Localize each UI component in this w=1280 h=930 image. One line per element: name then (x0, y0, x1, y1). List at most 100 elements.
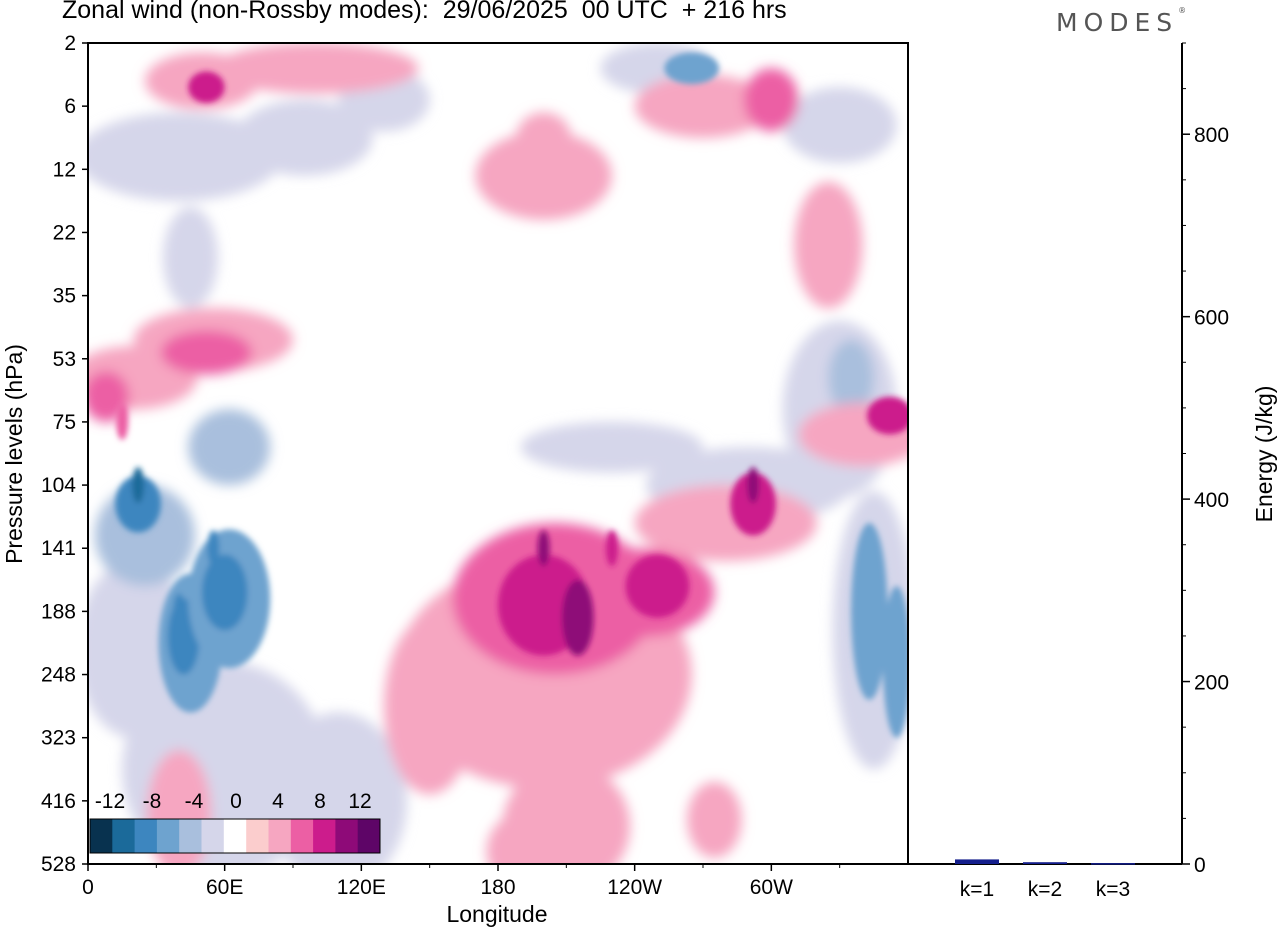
westerly-wind-blob (561, 579, 594, 656)
easterly-wind-blob (163, 207, 218, 309)
logo-text: MODES (1056, 8, 1179, 37)
colorbar-frame (89, 818, 381, 854)
pressure-tick-label: 35 (53, 285, 76, 308)
energy-panel: k=1 k=2 k=3 0 200 400 600 800 Energy (J/kg) (908, 42, 1277, 901)
westerly-wind-blob (516, 112, 571, 163)
pressure-tick-label: 188 (41, 600, 76, 623)
westerly-wind-blob (384, 617, 476, 795)
westerly-core (605, 530, 618, 567)
pressure-axis: 2 6 12 22 35 53 75 104 141 188 248 323 416 528 (41, 32, 88, 876)
westerly-wind-blob (634, 485, 817, 561)
westerly-wind-blob (687, 781, 742, 858)
energy-tick-label: 400 (1194, 489, 1229, 512)
colorbar-label: -4 (185, 790, 204, 813)
easterly-wind-blob (782, 87, 897, 163)
westerly-wind-blob (160, 330, 252, 375)
westerly-wind-blob (744, 68, 799, 132)
easterly-core (173, 593, 186, 630)
pressure-tick-label: 248 (41, 664, 76, 687)
longitude-axis: 0 60E 120E 180 120W 60W (82, 864, 841, 899)
westerly-wind-blob (794, 181, 863, 309)
colorbar-swatch (268, 819, 292, 853)
westerly-wind-blob (486, 813, 555, 864)
colorbar-swatch (156, 819, 180, 853)
colorbar-swatch (357, 819, 381, 853)
easterly-wind-blob (88, 112, 282, 201)
westerly-wind-blob (147, 750, 211, 864)
westerly-wind-blob (475, 131, 612, 220)
colorbar-swatch (201, 819, 225, 853)
westerly-core (116, 403, 129, 440)
easterly-wind-blob (664, 52, 719, 85)
energy-tick-label: 0 (1194, 854, 1206, 877)
pressure-tick-label: 416 (41, 790, 76, 813)
colorbar-swatch (223, 819, 247, 853)
easterly-wind-blob (115, 475, 161, 533)
pressure-tick-label: 12 (53, 158, 76, 181)
westerly-wind-blob (867, 396, 908, 435)
easterly-core (132, 467, 145, 504)
colorbar-swatch (335, 819, 359, 853)
energy-tick-label: 200 (1194, 672, 1229, 695)
easterly-wind-blob (270, 712, 407, 864)
longitude-tick-label: 60W (750, 876, 793, 899)
easterly-core (207, 530, 220, 567)
pressure-tick-label: 323 (41, 727, 76, 750)
energy-category-label: k=3 (1096, 878, 1130, 901)
colorbar (89, 818, 381, 854)
colorbar-label: 4 (272, 790, 284, 813)
heatmap-panel: 2 6 12 22 35 53 75 104 141 188 248 323 416 528 0 60E 12… (1, 32, 909, 927)
energy-category-label: k=2 (1028, 878, 1062, 901)
energy-category-label: k=1 (960, 878, 994, 901)
pressure-tick-label: 53 (53, 348, 76, 371)
colorbar-label: -12 (95, 790, 125, 813)
wind-field-core (115, 52, 908, 738)
energy-bar (1023, 862, 1067, 864)
pressure-tick-label: 141 (41, 537, 76, 560)
easterly-wind-blob (520, 421, 704, 473)
easterly-core (867, 593, 880, 630)
pressure-tick-label: 104 (41, 474, 76, 497)
westerly-wind-blob (625, 554, 690, 618)
westerly-core (747, 467, 760, 504)
energy-tick-label: 800 (1194, 124, 1229, 147)
chart-title: Zonal wind (non-Rossby modes): 29/06/202… (62, 0, 787, 24)
colorbar-swatch (290, 819, 314, 853)
y-axis-title: Pressure levels (hPa) (1, 344, 27, 564)
logo-registered-mark: ® (1178, 6, 1187, 15)
energy-tick-label: 600 (1194, 307, 1229, 330)
easterly-wind-blob (236, 99, 373, 176)
easterly-wind-blob (882, 586, 908, 738)
energy-axis-title: Energy (J/kg) (1251, 386, 1277, 523)
westerly-wind-blob (213, 43, 419, 94)
westerly-wind-blob (730, 472, 776, 536)
colorbar-labels: -12 -8 -4 0 4 8 12 (95, 790, 372, 813)
westerly-wind-blob (634, 74, 772, 138)
easterly-wind-blob (828, 339, 874, 416)
longitude-tick-label: 60E (206, 876, 243, 899)
longitude-tick-label: 0 (82, 876, 94, 899)
colorbar-label: 12 (348, 790, 371, 813)
pressure-tick-label: 2 (64, 32, 76, 55)
colorbar-label: -8 (143, 790, 162, 813)
easterly-wind-blob (201, 554, 248, 631)
energy-bar (1091, 863, 1135, 865)
colorbar-swatch (246, 819, 269, 853)
colorbar-swatch (90, 819, 113, 853)
pressure-tick-label: 22 (53, 221, 76, 244)
longitude-tick-label: 120E (337, 876, 386, 899)
colorbar-swatch (179, 819, 202, 853)
pressure-tick-label: 528 (41, 853, 76, 876)
energy-bar (955, 859, 999, 864)
energy-bars: k=1 k=2 k=3 (955, 859, 1135, 901)
pressure-tick-label: 6 (64, 95, 76, 118)
energy-axis: 0 200 400 600 800 (1182, 42, 1229, 877)
easterly-wind-blob (188, 409, 271, 486)
colorbar-swatch (313, 819, 336, 853)
colorbar-label: 0 (230, 790, 242, 813)
colorbar-swatch (134, 819, 158, 853)
longitude-tick-label: 180 (480, 876, 515, 899)
westerly-core (537, 530, 550, 567)
colorbar-label: 8 (314, 790, 326, 813)
